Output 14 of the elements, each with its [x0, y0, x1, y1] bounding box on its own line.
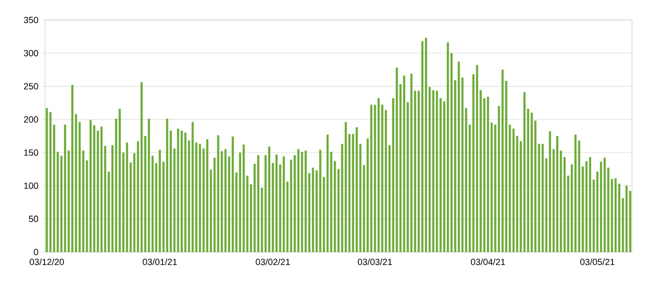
x-tick-label: 03/02/21	[256, 258, 290, 266]
y-tick-label: 300	[24, 50, 38, 56]
y-tick-label: 350	[24, 16, 38, 24]
x-tick-label: 03/01/21	[142, 258, 177, 266]
x-tick-label: 03/04/21	[470, 258, 505, 266]
y-tick-label: 0	[34, 248, 38, 256]
x-tick-label: 03/12/20	[30, 258, 64, 266]
y-tick-label: 50	[28, 216, 38, 222]
x-tick-label: 03/05/21	[580, 258, 614, 266]
y-tick-label: 250	[24, 83, 38, 90]
y-tick-label: 100	[24, 182, 38, 189]
y-tick-label: 150	[24, 149, 38, 156]
y-tick-label: 200	[24, 116, 38, 123]
x-tick-label: 03/03/21	[358, 258, 392, 266]
